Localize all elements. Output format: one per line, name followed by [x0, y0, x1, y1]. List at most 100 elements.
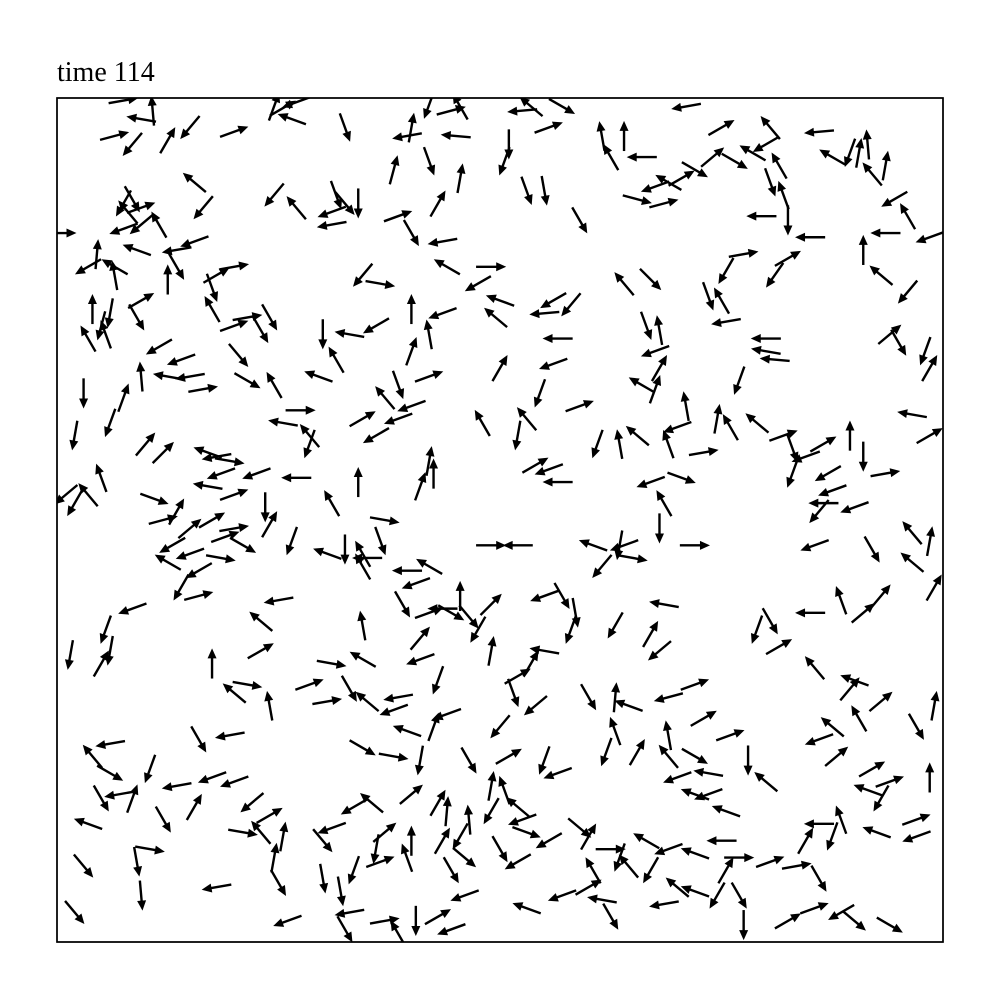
arrow-head: [137, 900, 147, 911]
arrow-head: [540, 195, 550, 206]
agent-arrow: [718, 257, 735, 285]
agent-arrow: [795, 608, 826, 618]
agent-arrow: [317, 205, 347, 218]
arrow-shaft: [355, 262, 374, 283]
agent-arrow: [151, 441, 174, 464]
arrow-shaft: [168, 503, 183, 526]
arrow-head: [390, 155, 400, 167]
arrow-head: [214, 512, 226, 522]
agent-arrow: [175, 547, 205, 560]
arrow-head: [915, 728, 924, 740]
arrow-shaft: [681, 747, 704, 762]
agent-arrow: [595, 844, 626, 854]
arrow-head: [277, 885, 287, 896]
arrow-head: [803, 819, 814, 829]
arrow-head: [192, 793, 202, 805]
arrow-head: [417, 472, 427, 484]
agent-arrow: [750, 345, 781, 356]
agent-arrow: [655, 174, 682, 191]
arrow-head: [862, 129, 872, 140]
arrow-shaft: [388, 160, 398, 185]
agent-arrow: [175, 372, 205, 382]
arrow-head: [206, 471, 218, 480]
agent-arrow: [618, 854, 640, 879]
arrow-shaft: [437, 604, 460, 619]
agent-arrow: [402, 219, 419, 247]
agent-arrow: [264, 182, 285, 207]
arrow-shaft: [676, 102, 702, 110]
arrow-shaft: [633, 379, 656, 394]
arrow-shaft: [82, 330, 97, 353]
agent-arrow: [139, 492, 169, 505]
arrow-shaft: [125, 132, 143, 153]
agent-arrow: [173, 573, 190, 601]
arrow-shaft: [79, 258, 102, 273]
arrow-shaft: [610, 722, 622, 746]
arrow-shaft: [890, 329, 905, 352]
arrow-shaft: [513, 813, 537, 824]
arrow-shaft: [312, 828, 330, 849]
arrow-head: [263, 596, 275, 606]
arrow-shaft: [460, 746, 475, 769]
agent-arrow: [591, 429, 604, 459]
arrow-shaft: [535, 589, 559, 601]
agent-arrow: [353, 466, 363, 498]
chart-title: time 114: [57, 57, 155, 88]
agent-arrow: [900, 203, 917, 230]
arrow-head: [496, 262, 507, 272]
arrow-head: [596, 121, 606, 132]
arrow-head: [547, 893, 559, 902]
arrow-head: [585, 857, 595, 869]
agent-arrow: [109, 260, 119, 291]
arrow-shaft: [485, 797, 500, 820]
arrow-shaft: [424, 911, 447, 926]
arrow-head: [204, 295, 214, 307]
arrow-head: [649, 900, 660, 910]
agent-arrow: [118, 602, 147, 615]
arrow-shaft: [540, 175, 548, 200]
arrow-head: [795, 608, 806, 618]
agent-arrow: [391, 370, 405, 400]
agent-arrow: [118, 200, 139, 225]
agent-arrow: [622, 194, 652, 205]
agent-arrow: [198, 512, 226, 529]
agent-arrow: [700, 147, 725, 168]
arrow-shaft: [198, 514, 221, 529]
agent-arrow: [602, 903, 619, 930]
agent-arrow: [915, 231, 943, 244]
agent-arrow: [269, 869, 287, 896]
agent-arrow: [921, 355, 938, 382]
arrow-head: [542, 334, 553, 344]
arrow-shaft: [206, 300, 221, 323]
agent-arrow: [715, 729, 745, 742]
arrow-head: [578, 222, 588, 234]
arrow-head: [202, 590, 214, 599]
agent-arrow: [324, 490, 341, 517]
agent-arrow: [67, 489, 84, 517]
arrow-shaft: [219, 321, 244, 333]
agent-arrow: [534, 121, 563, 134]
arrow-head: [502, 540, 513, 550]
agent-arrow: [750, 334, 781, 344]
arrow-shaft: [359, 616, 367, 641]
agent-arrow: [553, 582, 570, 609]
arrow-shaft: [336, 915, 351, 938]
agent-arrow: [662, 429, 675, 459]
arrow-shaft: [510, 800, 531, 818]
arrow-head: [828, 911, 839, 920]
arrow-head: [118, 606, 130, 615]
arrow-shaft: [765, 357, 790, 363]
arrow-shaft: [123, 185, 138, 208]
arrow-head: [561, 305, 572, 317]
arrow-shaft: [828, 821, 839, 846]
arrow-shaft: [925, 531, 933, 557]
arrow-shaft: [393, 590, 409, 613]
arrow-shaft: [615, 843, 626, 867]
arrow-head: [818, 487, 830, 497]
agent-arrow: [201, 883, 232, 893]
arrow-shaft: [659, 692, 684, 701]
agent-arrow: [663, 420, 692, 434]
arrow-head: [353, 208, 363, 219]
agent-arrow: [79, 378, 89, 409]
arrow-shaft: [768, 262, 785, 284]
